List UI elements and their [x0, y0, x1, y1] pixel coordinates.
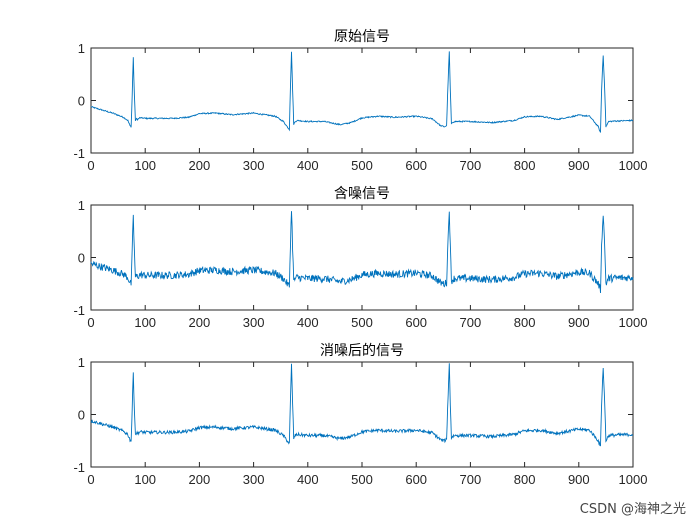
x-tick-label: 600 [405, 158, 427, 173]
y-tick-label: -1 [73, 303, 85, 318]
subplot-title: 消噪后的信号 [320, 343, 404, 359]
x-tick-label: 700 [460, 472, 482, 487]
x-tick-label: 100 [134, 315, 156, 330]
x-tick-label: 300 [243, 315, 265, 330]
x-tick-label: 700 [460, 158, 482, 173]
x-tick-label: 200 [189, 158, 211, 173]
y-tick-label: -1 [73, 460, 85, 475]
x-tick-label: 900 [568, 158, 590, 173]
y-tick-label: 0 [78, 94, 85, 109]
subplot-title: 含噪信号 [334, 186, 390, 202]
x-tick-label: 800 [514, 158, 536, 173]
x-tick-label: 300 [243, 158, 265, 173]
x-tick-label: 600 [405, 472, 427, 487]
x-tick-label: 700 [460, 315, 482, 330]
x-tick-label: 500 [351, 315, 373, 330]
y-tick-label: 0 [78, 251, 85, 266]
x-tick-label: 0 [87, 472, 94, 487]
y-tick-label: 0 [78, 408, 85, 423]
y-tick-label: 1 [78, 41, 85, 56]
x-tick-label: 400 [297, 315, 319, 330]
y-tick-label: 1 [78, 198, 85, 213]
axes-box [90, 204, 634, 311]
x-tick-label: 200 [189, 315, 211, 330]
subplot-3: 消噪后的信号 0 100 200 300 400 500 600 700 800 900 1000 -1… [73, 343, 647, 487]
x-tick-label: 200 [189, 472, 211, 487]
signal-trace [90, 363, 634, 447]
x-tick-label: 900 [568, 315, 590, 330]
watermark: CSDN @海神之光 [579, 502, 686, 517]
x-tick-label: 100 [134, 472, 156, 487]
x-tick-label: 100 [134, 158, 156, 173]
x-tick-label: 600 [405, 315, 427, 330]
x-tick-label: 0 [87, 158, 94, 173]
x-tick-label: 1000 [619, 158, 648, 173]
x-tick-label: 900 [568, 472, 590, 487]
x-tick-label: 1000 [619, 315, 648, 330]
x-tick-label: 800 [514, 315, 536, 330]
axes-box [90, 47, 634, 154]
subplot-title: 原始信号 [334, 29, 390, 45]
x-tick-label: 500 [351, 158, 373, 173]
x-tick-label: 400 [297, 472, 319, 487]
signal-trace [90, 51, 634, 133]
x-tick-label: 1000 [619, 472, 648, 487]
y-tick-label: 1 [78, 355, 85, 370]
y-tick-label: -1 [73, 146, 85, 161]
x-tick-label: 400 [297, 158, 319, 173]
x-tick-label: 500 [351, 472, 373, 487]
x-tick-label: 800 [514, 472, 536, 487]
x-tick-label: 0 [87, 315, 94, 330]
x-tick-label: 300 [243, 472, 265, 487]
signal-trace [90, 211, 634, 294]
axes-box [90, 361, 634, 468]
